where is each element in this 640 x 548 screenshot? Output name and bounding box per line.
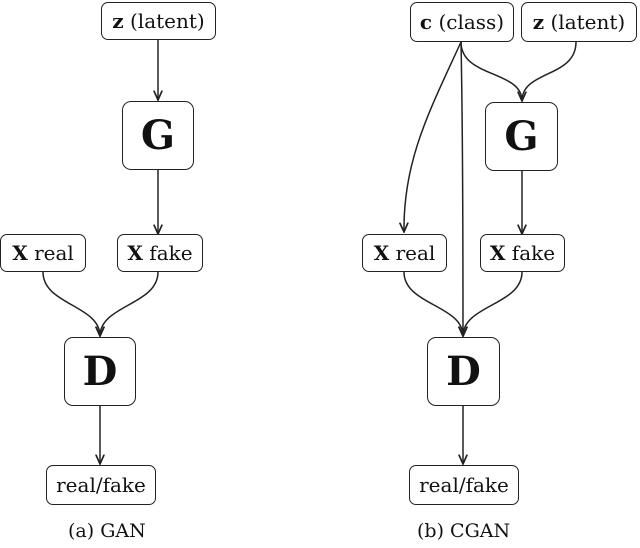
cgan-x-real-node: X real — [362, 234, 447, 272]
output-label: real/fake — [419, 473, 509, 497]
discriminator-label: D — [446, 348, 481, 395]
x-real-label: real — [34, 241, 74, 265]
latent-symbol: z — [112, 9, 124, 33]
output-label: real/fake — [56, 473, 146, 497]
x-real-label: real — [395, 241, 436, 265]
edge-c-to-g — [460, 41, 522, 101]
edge-c-to-d — [461, 41, 463, 336]
x-fake-symbol: X — [489, 241, 506, 265]
x-fake-label: fake — [149, 241, 193, 265]
generator-label: G — [140, 112, 176, 159]
cgan-caption: (b) CGAN — [417, 520, 511, 542]
class-symbol: c — [419, 10, 433, 34]
cgan-output-node: real/fake — [409, 465, 519, 505]
x-real-symbol: X — [373, 241, 390, 265]
latent-label: (latent) — [550, 10, 626, 34]
cgan-x-fake-node: X fake — [480, 234, 565, 272]
latent-label: (latent) — [130, 9, 205, 33]
gan-caption: (a) GAN — [68, 520, 146, 542]
gan-x-real-node: X real — [0, 234, 86, 272]
gan-latent-node: z (latent) — [101, 2, 216, 40]
edge-xreal-to-d — [403, 271, 463, 336]
edge-xfake-to-d — [463, 271, 523, 336]
class-label: (class) — [438, 10, 505, 34]
generator-label: G — [504, 113, 539, 160]
x-fake-symbol: X — [127, 241, 143, 265]
discriminator-label: D — [82, 348, 118, 395]
x-real-symbol: X — [12, 241, 28, 265]
gan-x-fake-node: X fake — [117, 234, 203, 272]
edge-xreal-to-d — [42, 271, 100, 336]
gan-discriminator-node: D — [64, 337, 136, 406]
cgan-latent-node: z (latent) — [521, 2, 637, 42]
edge-xfake-to-d — [100, 271, 159, 336]
x-fake-label: fake — [511, 241, 556, 265]
cgan-class-node: c (class) — [410, 2, 514, 42]
gan-generator-node: G — [122, 101, 194, 170]
gan-output-node: real/fake — [46, 465, 156, 505]
cgan-generator-node: G — [485, 102, 558, 171]
cgan-discriminator-node: D — [427, 337, 500, 406]
edge-c-to-xreal — [404, 41, 462, 232]
edge-z-to-g — [521, 41, 577, 102]
latent-symbol: z — [532, 10, 545, 34]
